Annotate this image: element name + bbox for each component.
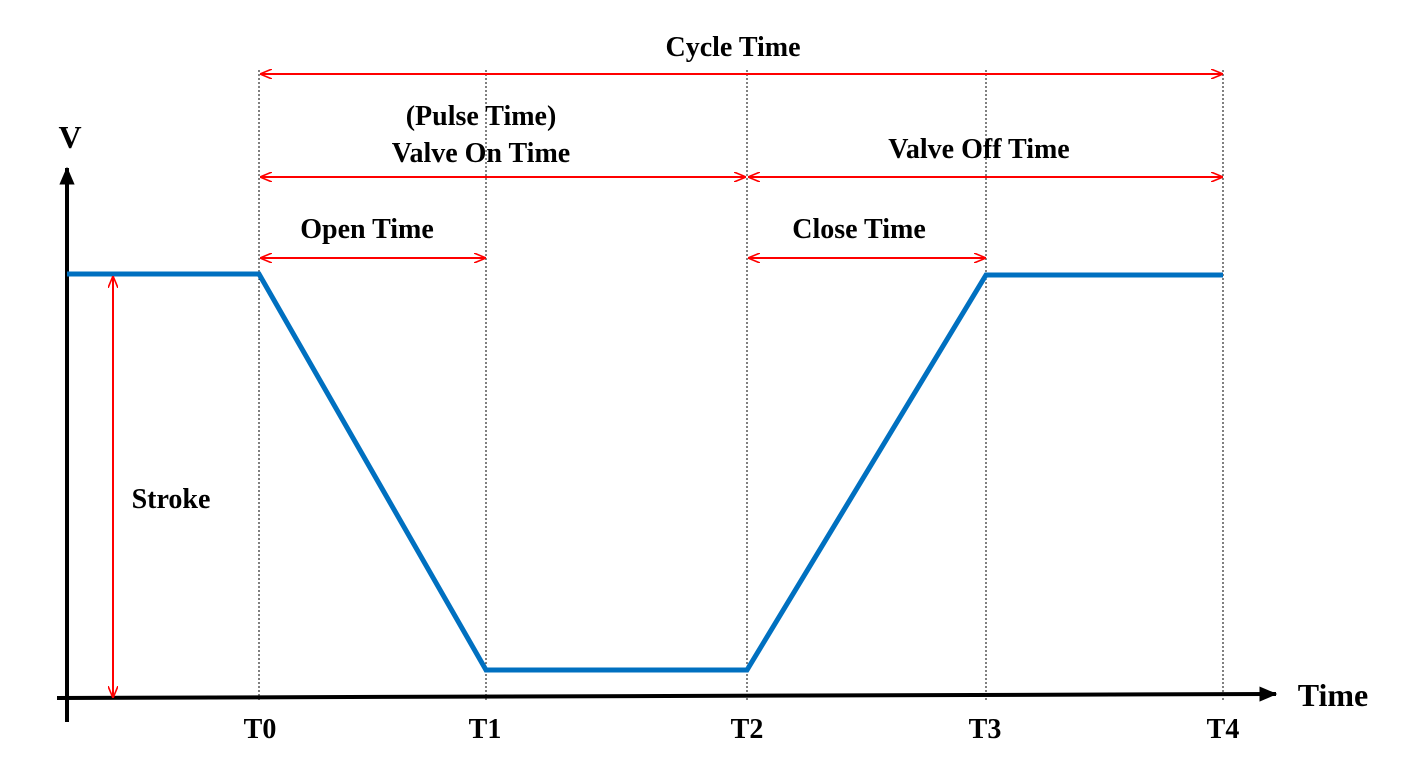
cycle-time-label: Cycle Time: [665, 32, 800, 63]
tick-label-t2: T2: [731, 714, 764, 745]
valve-off-time-label: Valve Off Time: [888, 134, 1069, 165]
valve-signal-line: [67, 271, 1223, 673]
close-time-label: Close Time: [792, 214, 926, 245]
pulse-time-label: (Pulse Time): [406, 101, 557, 132]
tick-label-t1: T1: [469, 714, 502, 745]
tick-label-t4: T4: [1207, 714, 1240, 745]
tick-label-t0: T0: [244, 714, 277, 745]
tick-label-t3: T3: [969, 714, 1002, 745]
open-time-label: Open Time: [300, 214, 434, 245]
valve-on-time-label: Valve On Time: [392, 138, 570, 169]
x-axis-label: Time: [1298, 677, 1369, 713]
y-axis-label: V: [58, 119, 81, 155]
stroke-label: Stroke: [132, 484, 211, 515]
x-axis: [56, 686, 1278, 702]
